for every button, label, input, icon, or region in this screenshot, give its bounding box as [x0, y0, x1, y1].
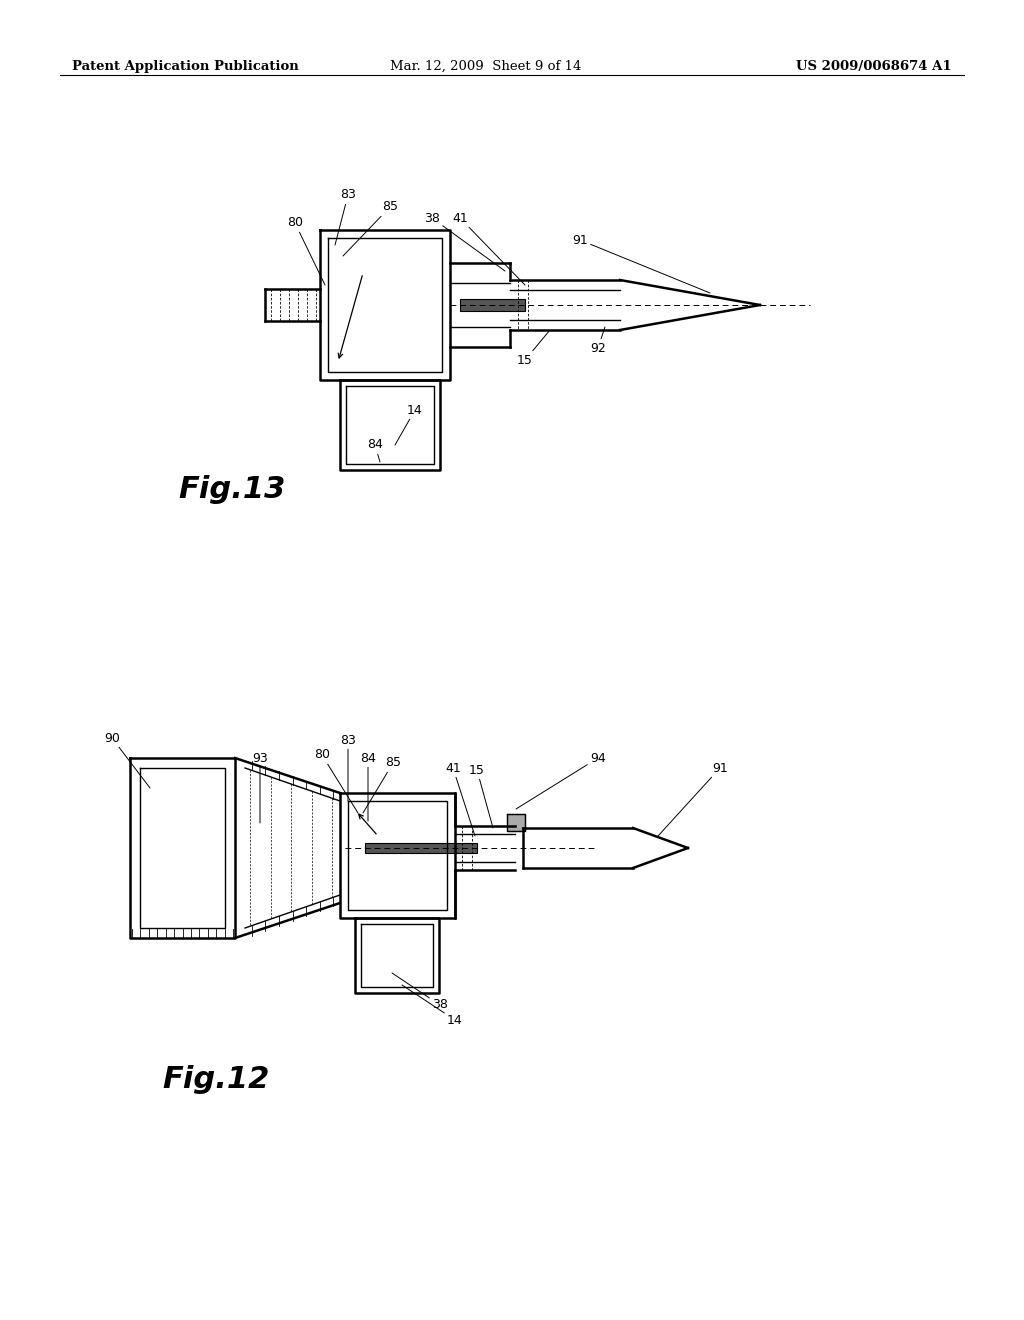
Text: 92: 92: [590, 327, 606, 355]
Text: 85: 85: [362, 756, 401, 813]
Text: 38: 38: [392, 973, 447, 1011]
Text: 14: 14: [395, 404, 423, 445]
Bar: [507, 814, 525, 832]
Text: Patent Application Publication: Patent Application Publication: [72, 59, 299, 73]
Text: 91: 91: [572, 234, 710, 293]
Text: 80: 80: [314, 748, 358, 813]
Text: 41: 41: [453, 211, 525, 285]
Text: 15: 15: [517, 330, 550, 367]
Text: 90: 90: [104, 731, 150, 788]
Text: Fig.13: Fig.13: [178, 475, 286, 504]
Text: 85: 85: [343, 201, 398, 256]
Text: 84: 84: [360, 751, 376, 821]
Bar: [460, 300, 525, 312]
Text: 94: 94: [516, 751, 606, 809]
Text: 14: 14: [402, 985, 463, 1027]
Text: Mar. 12, 2009  Sheet 9 of 14: Mar. 12, 2009 Sheet 9 of 14: [390, 59, 582, 73]
Text: 83: 83: [340, 734, 356, 801]
Text: Fig.12: Fig.12: [162, 1065, 269, 1094]
Text: 38: 38: [424, 211, 505, 271]
Text: 93: 93: [252, 751, 268, 822]
Text: 15: 15: [469, 763, 493, 828]
Bar: [365, 843, 477, 853]
Text: 91: 91: [658, 762, 728, 836]
Text: US 2009/0068674 A1: US 2009/0068674 A1: [797, 59, 952, 73]
Text: 80: 80: [287, 216, 325, 285]
Text: 83: 83: [335, 189, 356, 246]
Text: 84: 84: [367, 438, 383, 462]
Text: 41: 41: [445, 762, 475, 836]
